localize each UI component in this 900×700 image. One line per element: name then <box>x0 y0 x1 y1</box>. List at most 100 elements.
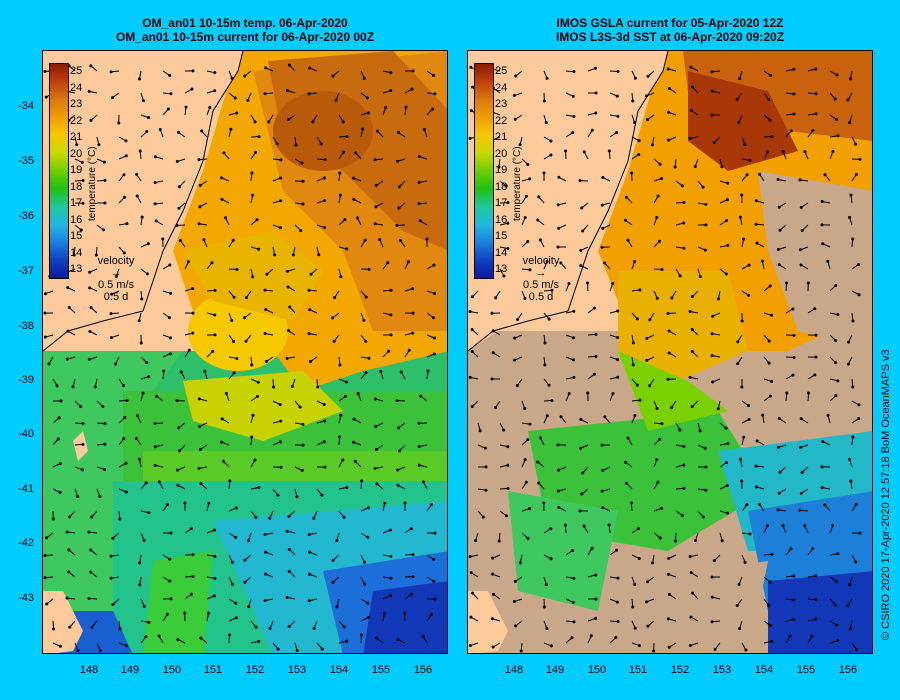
current-arrow-head <box>701 185 705 189</box>
current-arrow-head <box>547 383 551 387</box>
current-arrow-head <box>854 560 858 564</box>
current-arrow-head <box>655 296 659 300</box>
current-arrow-head <box>820 486 824 490</box>
current-arrow-head <box>580 492 584 496</box>
x-tick-label: 156 <box>838 664 858 676</box>
current-arrow-head <box>191 69 195 73</box>
current-arrow-head <box>704 488 708 492</box>
current-arrow-head <box>169 92 173 96</box>
current-arrow-head <box>528 422 532 426</box>
current-arrow-head <box>288 305 292 309</box>
current-arrow-head <box>851 319 855 323</box>
current-arrow-head <box>689 109 693 113</box>
current-arrow-head <box>429 612 433 616</box>
current-arrow-head <box>601 506 605 510</box>
current-arrow-head <box>638 644 642 648</box>
current-arrow-head <box>725 198 729 202</box>
current-arrow-head <box>848 121 852 125</box>
current-arrow-head <box>854 502 858 506</box>
current-arrow-head <box>667 329 671 333</box>
current-arrow-head <box>307 533 311 537</box>
current-arrow-head <box>648 318 652 322</box>
current-arrow-head <box>267 120 271 124</box>
current-arrow-head <box>268 516 272 520</box>
current-arrow-head <box>579 264 583 268</box>
current-arrow-head <box>265 272 269 276</box>
current-arrow-head <box>579 446 583 450</box>
current-arrow-head <box>645 358 649 362</box>
current-arrow-head <box>516 318 520 322</box>
current-arrow-head <box>411 553 415 557</box>
current-arrow-head <box>366 535 370 539</box>
current-arrow-head <box>89 64 93 68</box>
current-arrow-head <box>710 70 714 74</box>
colorbar-tick-label: 23 <box>495 98 508 110</box>
current-arrow-head <box>153 421 157 425</box>
current-arrow-head <box>110 292 114 296</box>
current-arrow-head <box>76 495 80 499</box>
current-arrow-head <box>656 480 660 484</box>
current-arrow-head <box>308 360 312 364</box>
current-arrow-head <box>243 74 247 78</box>
colorbar-tick-label: 24 <box>70 81 83 94</box>
current-arrow-head <box>207 501 211 505</box>
current-arrow-head <box>135 172 139 176</box>
current-arrow-head <box>821 242 825 246</box>
velocity-label: velocity <box>97 255 135 267</box>
current-arrow-head <box>144 635 148 639</box>
current-arrow-head <box>154 219 158 223</box>
current-arrow-head <box>512 600 516 604</box>
colorbar-tick-label: 13 <box>495 263 508 275</box>
current-arrow-head <box>147 116 151 120</box>
current-arrow-head <box>571 336 575 340</box>
current-arrow-head <box>777 263 781 267</box>
current-arrow-head <box>646 624 650 628</box>
current-arrow-head <box>688 136 692 140</box>
x-tick-label: 150 <box>587 664 607 676</box>
current-arrow-head <box>765 524 769 528</box>
current-arrow-head <box>186 260 190 264</box>
current-arrow-head <box>670 296 674 300</box>
current-arrow-head <box>338 193 342 197</box>
current-arrow-head <box>792 92 796 96</box>
current-arrow-head <box>798 508 802 512</box>
current-arrow-head <box>286 329 290 333</box>
current-arrow-head <box>660 422 664 426</box>
current-arrow-head <box>514 74 518 78</box>
current-arrow-head <box>803 524 807 528</box>
current-arrow-head <box>197 222 201 226</box>
current-arrow-head <box>543 363 547 367</box>
current-arrow-head <box>594 616 598 620</box>
current-arrow-head <box>234 601 238 605</box>
current-arrow-head <box>332 339 336 343</box>
current-arrow-head <box>374 183 378 187</box>
current-arrow-head <box>590 546 594 550</box>
current-arrow-head <box>835 73 839 77</box>
current-arrow-head <box>469 615 473 619</box>
current-arrow-head <box>52 627 56 631</box>
current-arrow-head <box>288 63 292 67</box>
current-arrow-head <box>417 421 421 425</box>
current-arrow-head <box>71 385 75 389</box>
current-arrow-head <box>220 417 224 421</box>
current-arrow-head <box>114 275 118 279</box>
current-arrow-head <box>789 129 793 133</box>
current-arrow-head <box>526 536 530 540</box>
current-arrow-head <box>395 223 399 227</box>
current-arrow-head <box>637 526 641 530</box>
current-arrow-head <box>333 296 337 300</box>
current-arrow-head <box>616 375 620 379</box>
current-arrow-head <box>103 468 107 472</box>
current-arrow-head <box>421 480 425 484</box>
current-arrow-head <box>638 398 642 402</box>
current-arrow-head <box>417 180 421 184</box>
current-arrow-head <box>384 105 388 109</box>
current-arrow-head <box>831 523 835 527</box>
current-arrow-head <box>814 333 818 337</box>
current-arrow-head <box>430 107 434 111</box>
current-arrow-head <box>87 530 91 534</box>
current-arrow-head <box>550 398 554 402</box>
current-arrow-head <box>339 413 343 417</box>
current-arrow-head <box>295 495 299 499</box>
current-arrow-head <box>635 383 639 387</box>
